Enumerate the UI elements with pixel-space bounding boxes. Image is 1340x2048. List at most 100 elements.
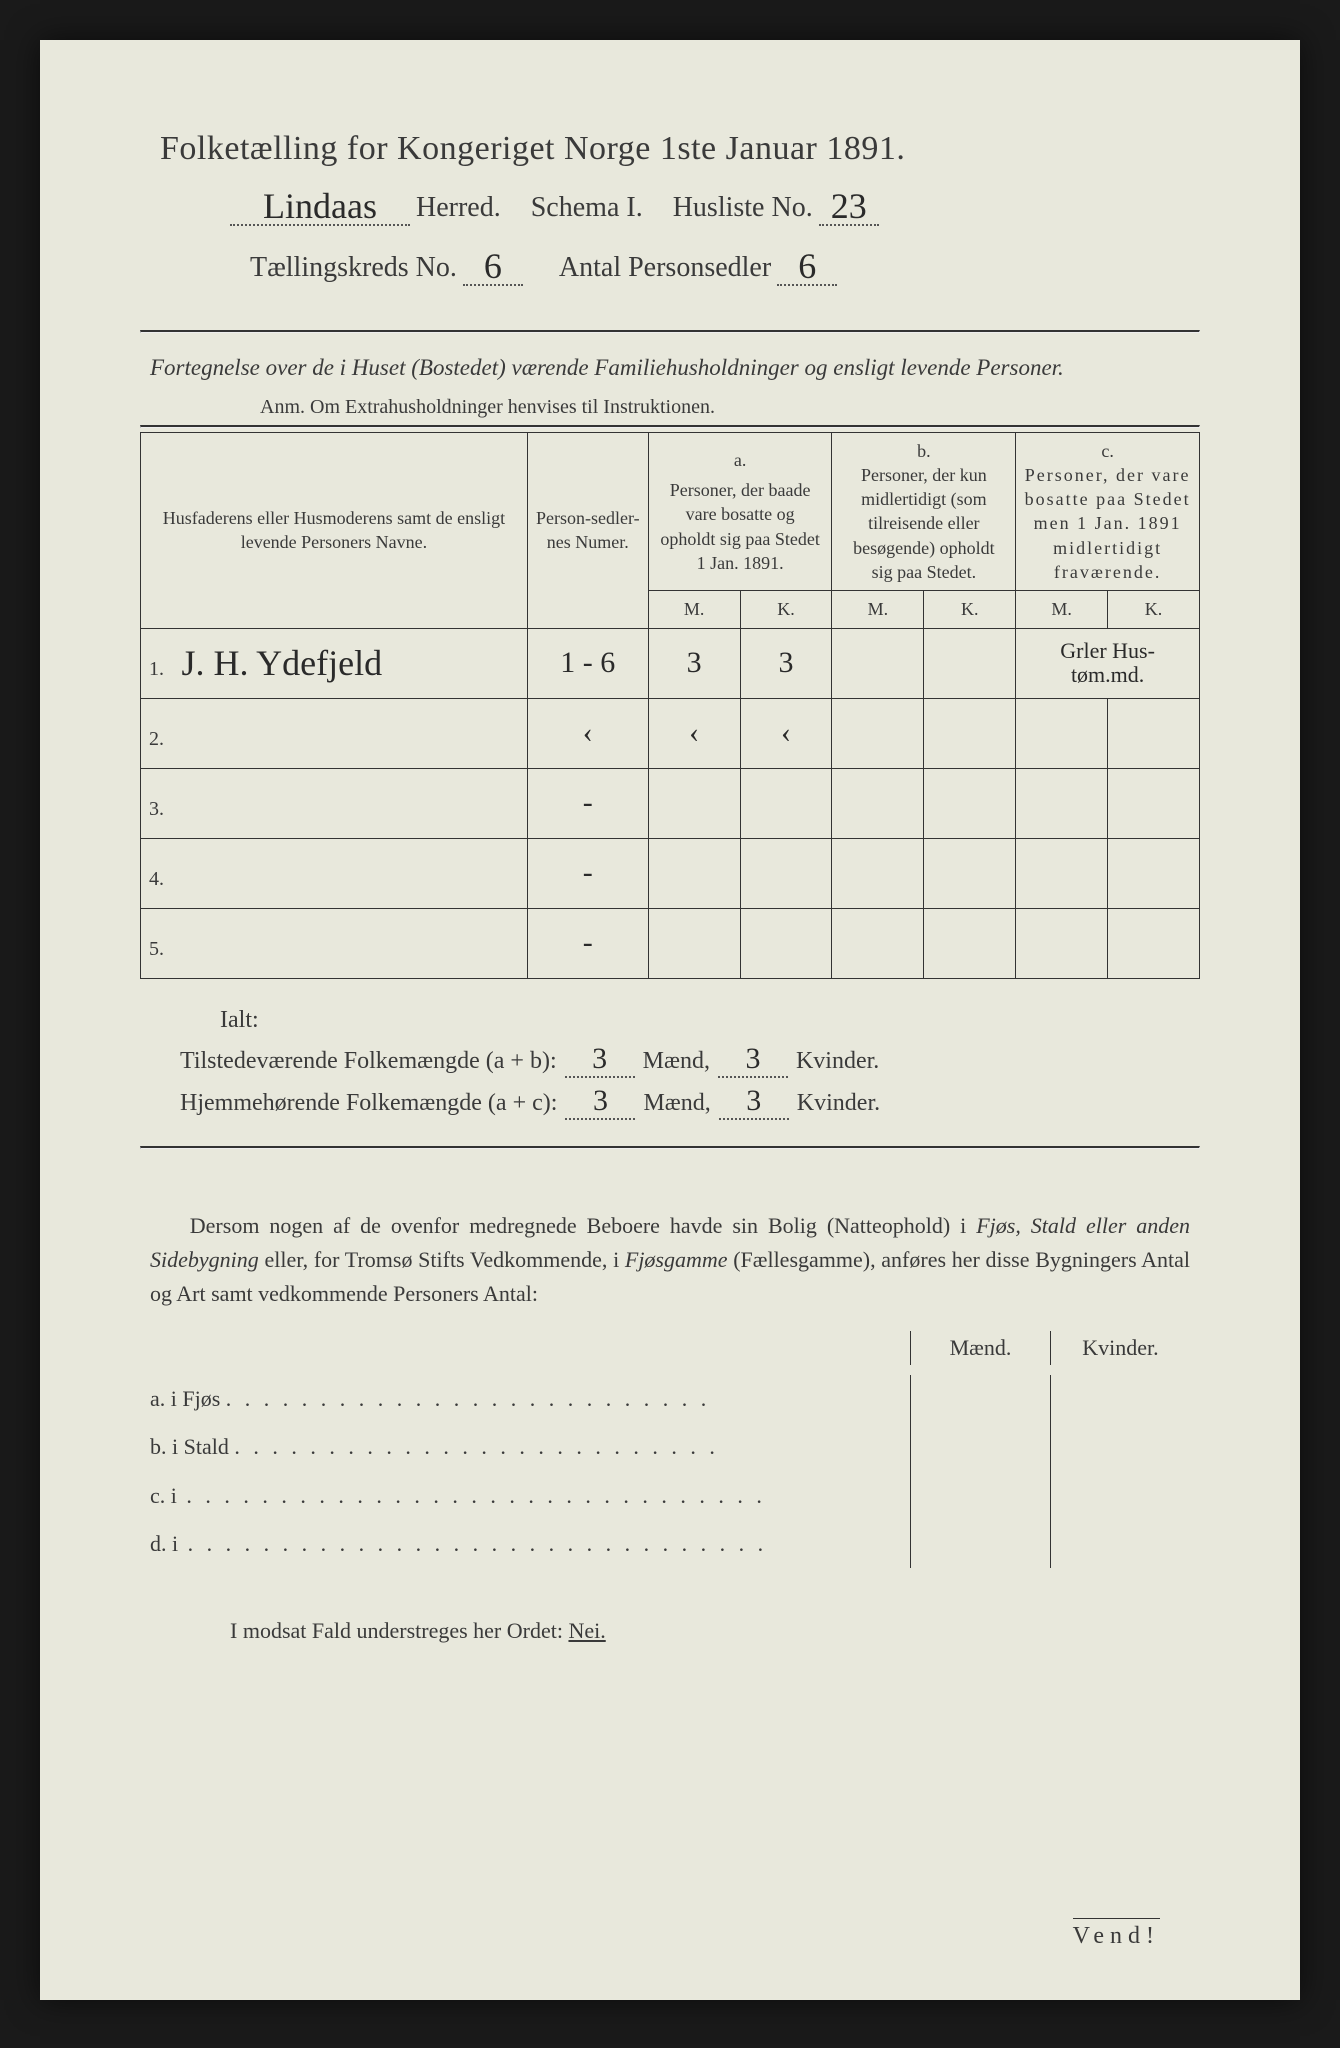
head-c: c. Personer, der vare bosatte paa Stedet… [1016, 432, 1200, 591]
kreds-line: Tællingskreds No. 6 Antal Personsedler 6 [140, 246, 1200, 284]
side-col-m [911, 1375, 1051, 1569]
row-cell [1016, 698, 1108, 768]
sum-line-2: Hjemmehørende Folkemængde (a + c): 3 Mæn… [180, 1084, 1200, 1120]
husliste-no: 23 [819, 188, 879, 226]
row-cell [1108, 768, 1200, 838]
head-b: b. Personer, der kun midlertidigt (som t… [832, 432, 1016, 591]
anm-text: Anm. Om Extrahusholdninger henvises til … [140, 396, 1200, 419]
side-header: Mænd. Kvinder. [150, 1331, 1190, 1365]
row-cell [740, 768, 832, 838]
maend-label-2: Mænd, [643, 1090, 710, 1117]
husliste-label: Husliste No. [673, 192, 813, 224]
sum2-k: 3 [719, 1084, 789, 1120]
maend-label: Mænd, [643, 1048, 710, 1075]
row-cell [832, 908, 924, 978]
head-b-k: K. [924, 591, 1016, 628]
side-row-d: d. i . . . . . . . . . . . . . . . . . .… [150, 1520, 910, 1568]
sum2-label: Hjemmehørende Folkemængde (a + c): [180, 1090, 557, 1117]
nei-word: Nei. [568, 1618, 605, 1643]
head-b-m: M. [832, 591, 924, 628]
sum2-m: 3 [565, 1084, 635, 1120]
row-cell [832, 768, 924, 838]
kreds-label: Tællingskreds No. [250, 252, 457, 284]
nei-line: I modsat Fald understreges her Ordet: Ne… [230, 1618, 1200, 1644]
table-head: Husfaderens eller Husmoderens samt de en… [141, 432, 1200, 628]
row-cell [924, 768, 1016, 838]
row-num-cell: - [527, 838, 648, 908]
row-num-cell: - [527, 908, 648, 978]
row-cell [832, 698, 924, 768]
row-cell [1108, 698, 1200, 768]
antal-label: Antal Personsedler [559, 252, 771, 284]
sum1-k: 3 [718, 1042, 788, 1078]
main-table: Husfaderens eller Husmoderens samt de en… [140, 432, 1200, 979]
row-cell [924, 838, 1016, 908]
kreds-no: 6 [463, 248, 523, 286]
row-cell [832, 838, 924, 908]
side-row-a: a. i Fjøs . . . . . . . . . . . . . . . … [150, 1375, 910, 1423]
row-cell [924, 908, 1016, 978]
head-num: Person-sedler-nes Numer. [527, 432, 648, 628]
intro-text: Fortegnelse over de i Huset (Bostedet) v… [140, 351, 1200, 386]
side-kvinder: Kvinder. [1050, 1331, 1190, 1365]
herred-value: Lindaas [230, 188, 410, 226]
row-cell [1108, 908, 1200, 978]
row-name-cell: 5. [141, 908, 528, 978]
side-maend: Mænd. [910, 1331, 1050, 1365]
table-row: 4. - [141, 838, 1200, 908]
row-cell [1108, 838, 1200, 908]
row-cell [924, 698, 1016, 768]
row-num-cell: ‹ [527, 698, 648, 768]
head-a-k: K. [740, 591, 832, 628]
row-cell [648, 768, 740, 838]
herred-line: Lindaas Herred. Schema I. Husliste No. 2… [140, 186, 1200, 224]
row-cell: ‹ [648, 698, 740, 768]
row-c-note: Grler Hus-tøm.md. [1016, 628, 1200, 698]
row-num-cell: - [527, 768, 648, 838]
row-cell [832, 628, 924, 698]
row-cell [1016, 908, 1108, 978]
side-table: a. i Fjøs . . . . . . . . . . . . . . . … [150, 1375, 1190, 1569]
head-c-m: M. [1016, 591, 1108, 628]
table-row: 5. - [141, 908, 1200, 978]
kvinder-label: Kvinder. [796, 1048, 879, 1075]
row-cell [648, 838, 740, 908]
row-cell [1016, 838, 1108, 908]
row-name-cell: 2. [141, 698, 528, 768]
row-cell [1016, 768, 1108, 838]
sum1-label: Tilstedeværende Folkemængde (a + b): [180, 1048, 557, 1075]
head-names: Husfaderens eller Husmoderens samt de en… [141, 432, 528, 628]
head-c-k: K. [1108, 591, 1200, 628]
vend-label: Vend! [1073, 1918, 1160, 1950]
row-name-cell: 3. [141, 768, 528, 838]
row-cell: ‹ [740, 698, 832, 768]
side-row-b: b. i Stald . . . . . . . . . . . . . . .… [150, 1423, 910, 1471]
row-cell [648, 908, 740, 978]
row-cell [740, 908, 832, 978]
antal-value: 6 [777, 248, 837, 286]
census-form-page: Folketælling for Kongeriget Norge 1ste J… [40, 40, 1300, 2000]
row-name-cell: 4. [141, 838, 528, 908]
table-body: 1. J. H. Ydefjeld1 - 633Grler Hus-tøm.md… [141, 628, 1200, 978]
side-paragraph: Dersom nogen af de ovenfor medregnede Be… [150, 1209, 1190, 1311]
sum1-m: 3 [565, 1042, 635, 1078]
schema-label: Schema I. [531, 192, 643, 224]
row-cell: 3 [648, 628, 740, 698]
row-num-cell: 1 - 6 [527, 628, 648, 698]
side-col-k [1051, 1375, 1190, 1569]
table-row: 1. J. H. Ydefjeld1 - 633Grler Hus-tøm.md… [141, 628, 1200, 698]
row-name-cell: 1. J. H. Ydefjeld [141, 628, 528, 698]
head-a-m: M. [648, 591, 740, 628]
ialt-label: Ialt: [220, 1007, 1200, 1034]
page-title: Folketælling for Kongeriget Norge 1ste J… [140, 130, 1200, 168]
row-cell [740, 838, 832, 908]
sum-line-1: Tilstedeværende Folkemængde (a + b): 3 M… [180, 1042, 1200, 1078]
kvinder-label-2: Kvinder. [797, 1090, 880, 1117]
row-cell: 3 [740, 628, 832, 698]
side-row-c: c. i . . . . . . . . . . . . . . . . . .… [150, 1472, 910, 1520]
table-row: 3. - [141, 768, 1200, 838]
table-row: 2. ‹‹‹ [141, 698, 1200, 768]
head-a: a. Personer, der baade vare bosatte og o… [648, 432, 832, 591]
row-cell [924, 628, 1016, 698]
herred-label: Herred. [416, 192, 501, 224]
